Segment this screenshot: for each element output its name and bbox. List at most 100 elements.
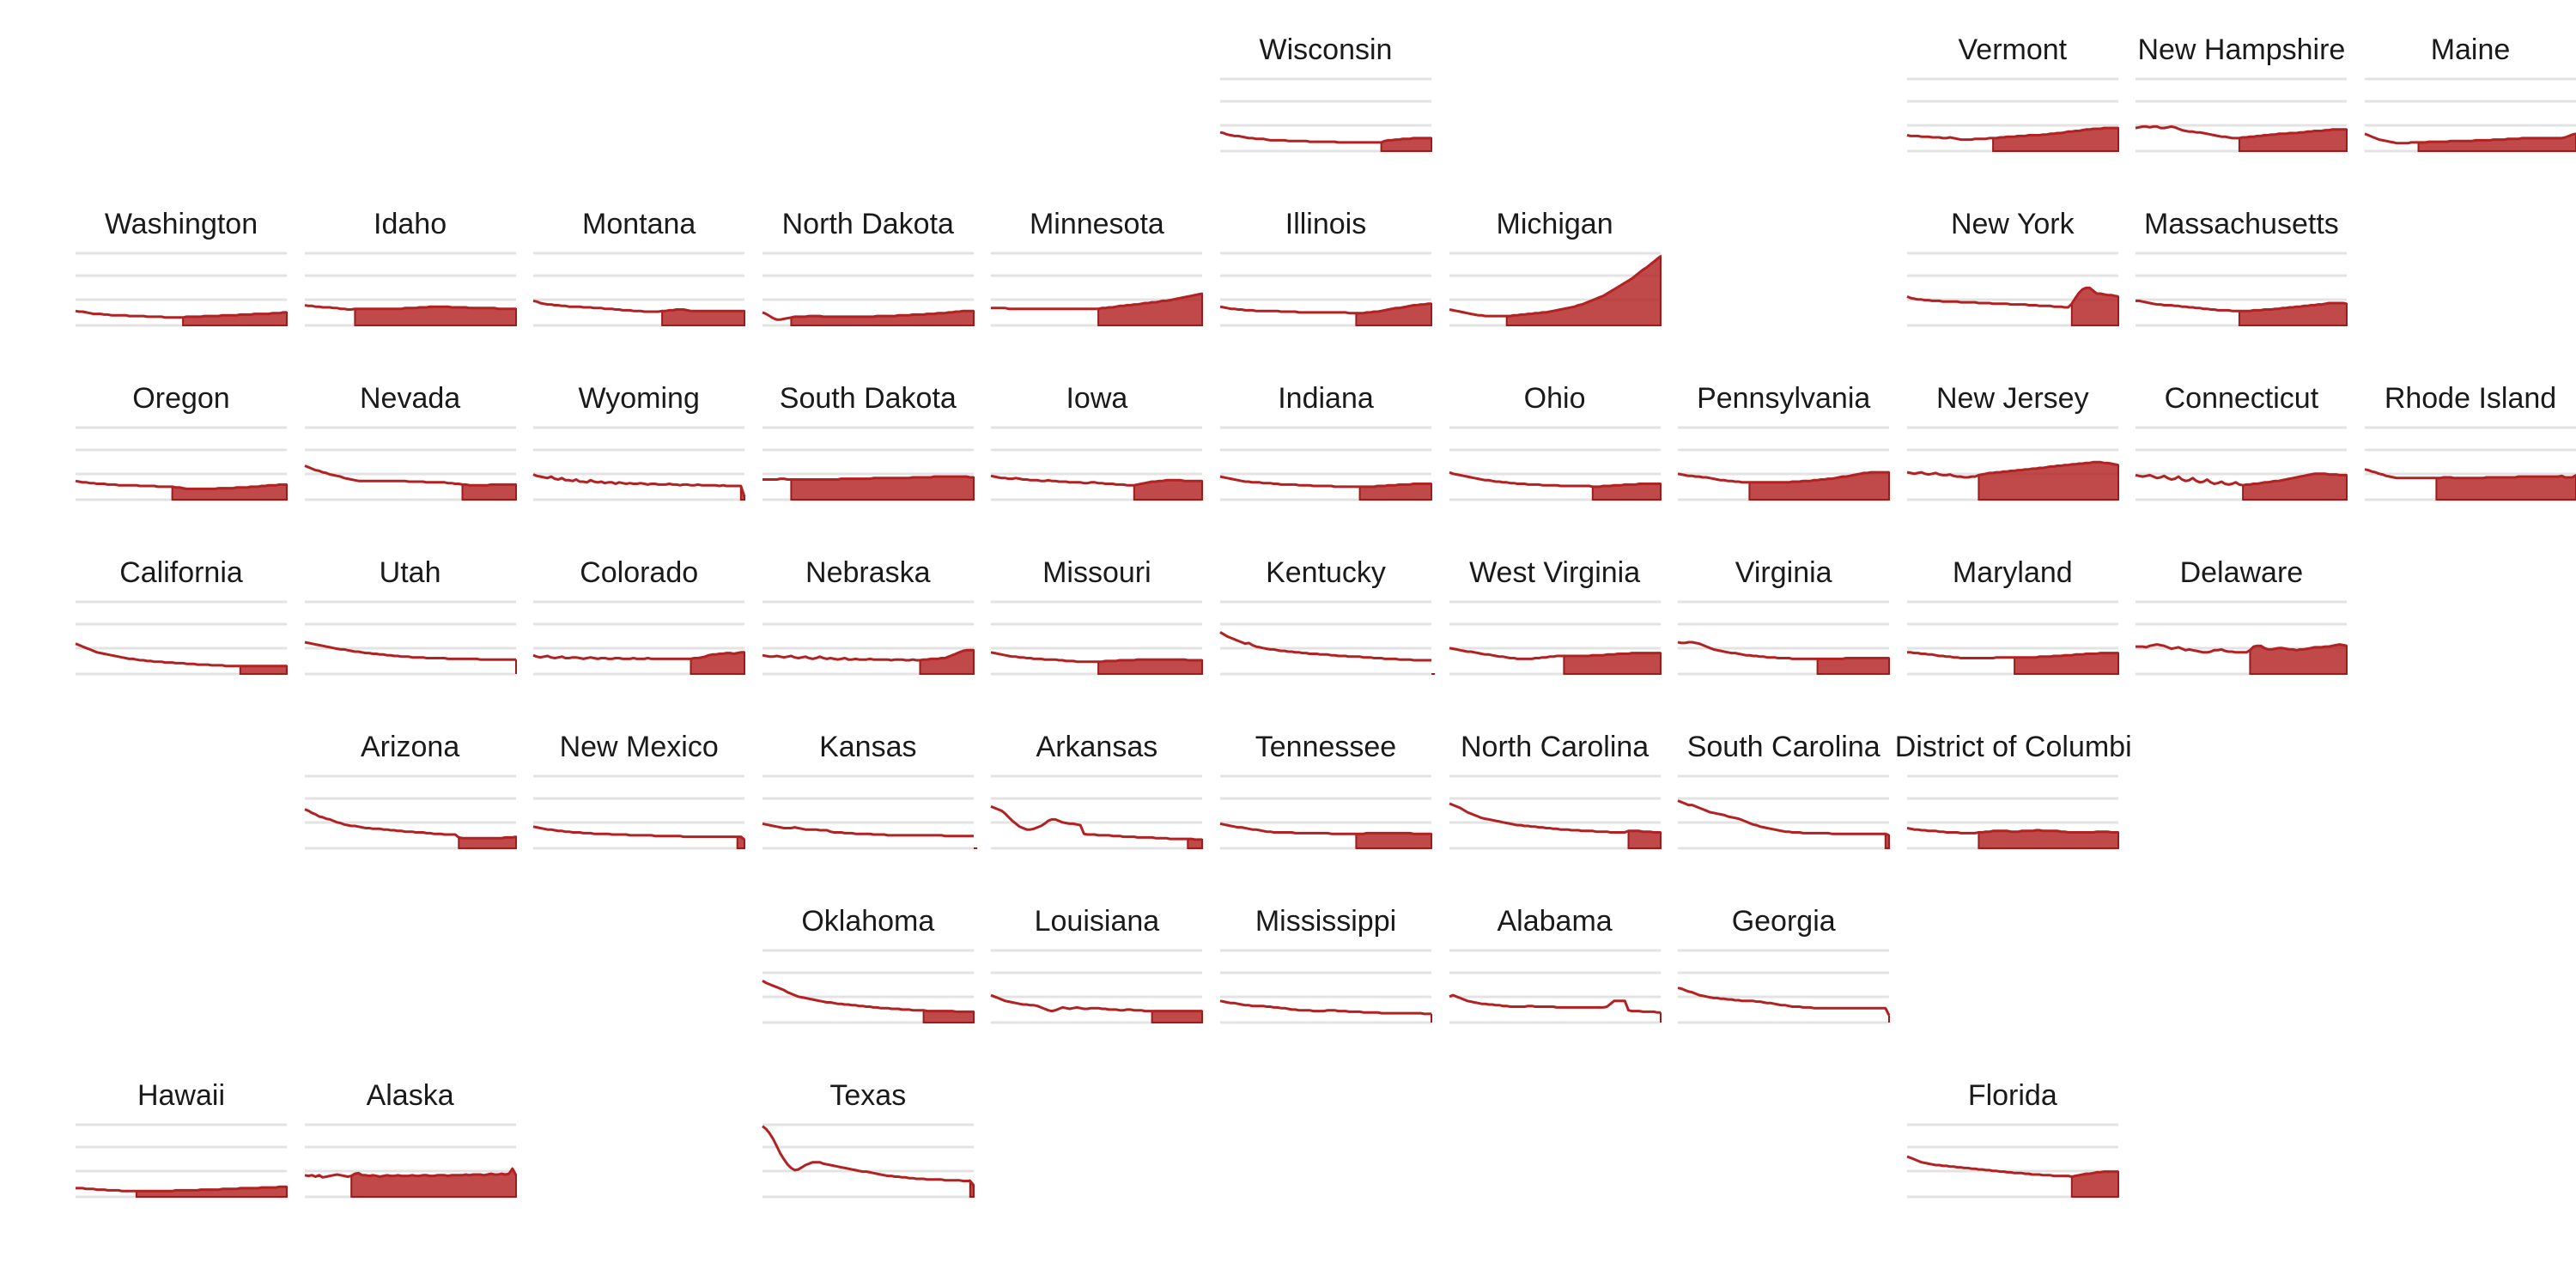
- series-line: [762, 648, 974, 662]
- series-area: [1151, 1010, 1204, 1023]
- sparkline-chart: [1906, 600, 2119, 676]
- sparkline-chart: [304, 600, 517, 676]
- state-title: Tennessee: [1255, 731, 1397, 763]
- state-title: Kansas: [819, 731, 917, 763]
- state-title: Virginia: [1735, 556, 1832, 589]
- series-line: [1219, 822, 1431, 835]
- state-tile-louisiana: Louisiana: [990, 902, 1204, 1024]
- series-line: [1677, 640, 1890, 660]
- state-tile-minnesota: Minnesota: [991, 205, 1204, 327]
- series-line: [75, 309, 287, 319]
- series-area: [690, 651, 746, 675]
- series-line: [1677, 470, 1890, 484]
- sparkline-chart: [1677, 949, 1891, 1024]
- series-line: [532, 299, 745, 313]
- state-tile-new-york: New York: [1906, 205, 2119, 327]
- state-tile-south-dakota: South Dakota: [762, 379, 975, 501]
- series-line: [762, 475, 974, 481]
- series-line: [304, 808, 516, 840]
- sparkline-chart: [532, 252, 746, 327]
- state-title: Idaho: [374, 208, 447, 240]
- sparkline-chart: [1677, 600, 1891, 676]
- sparkline-chart: [2364, 426, 2576, 501]
- state-title: Alabama: [1497, 905, 1613, 938]
- state-title: Maryland: [1952, 556, 2073, 589]
- sparkline-chart: [1677, 426, 1891, 501]
- state-tile-wisconsin: Wisconsin: [1219, 31, 1432, 153]
- sparkline-chart: [1449, 949, 1662, 1024]
- state-tile-montana: Montana: [532, 205, 746, 327]
- sparkline-chart: [1677, 774, 1891, 850]
- state-title: Utah: [379, 556, 441, 589]
- sparkline-chart: [762, 949, 975, 1024]
- state-title: Georgia: [1731, 905, 1836, 938]
- state-title: Maine: [2430, 33, 2511, 66]
- series-line: [304, 640, 516, 661]
- series-area: [461, 483, 517, 501]
- series-line: [1906, 286, 2119, 309]
- series-line: [762, 309, 974, 321]
- state-tile-north-dakota: North Dakota: [762, 205, 975, 327]
- state-title: Wisconsin: [1259, 33, 1393, 66]
- series-line: [1906, 651, 2118, 659]
- sparkline-chart: [762, 426, 975, 501]
- series-line: [1906, 827, 2118, 835]
- sparkline-chart: [1906, 252, 2119, 327]
- state-title: Pennsylvania: [1697, 382, 1871, 415]
- state-title: Washington: [104, 208, 258, 240]
- series-line: [532, 473, 746, 498]
- sparkline-chart: [762, 600, 975, 676]
- sparkline-chart: [1219, 949, 1432, 1024]
- state-title: Massachusetts: [2144, 208, 2339, 240]
- state-title: Nevada: [359, 382, 461, 415]
- sparkline-chart: [532, 774, 746, 850]
- sparkline-chart: [304, 252, 517, 327]
- state-tile-arkansas: Arkansas: [990, 728, 1204, 850]
- state-title: Illinois: [1285, 208, 1367, 240]
- series-area: [1355, 832, 1432, 849]
- state-title: Colorado: [580, 556, 699, 589]
- state-tile-new-hampshire: New Hampshire: [2136, 31, 2348, 153]
- state-tile-hawaii: Hawaii: [76, 1077, 288, 1199]
- state-tile-kansas: Kansas: [762, 728, 977, 850]
- state-tile-rhode-island: Rhode Island: [2364, 379, 2576, 501]
- sparkline-chart: [1219, 77, 1432, 153]
- state-title: Wyoming: [578, 382, 700, 415]
- sparkline-chart: [990, 949, 1204, 1024]
- state-tile-florida: Florida: [1906, 1077, 2119, 1199]
- sparkline-chart: [762, 774, 977, 850]
- sparkline-chart: [1906, 1123, 2119, 1199]
- series-line: [1449, 993, 1661, 1014]
- series-line: [2364, 132, 2576, 145]
- series-line: [1449, 647, 1661, 660]
- series-line: [1449, 802, 1661, 834]
- state-tile-utah: Utah: [304, 554, 517, 676]
- state-tile-oregon: Oregon: [75, 379, 288, 501]
- sparkline-chart: [76, 1123, 288, 1199]
- series-line: [1906, 460, 2119, 479]
- series-line: [2136, 299, 2348, 313]
- series-line: [991, 474, 1203, 487]
- state-tile-missouri: Missouri: [991, 554, 1204, 676]
- sparkline-chart: [1449, 774, 1662, 850]
- series-line: [1906, 1155, 2118, 1178]
- state-tile-washington: Washington: [75, 205, 288, 327]
- series-line: [761, 1125, 975, 1187]
- state-tile-texas: Texas: [761, 1077, 975, 1199]
- state-title: West Virginia: [1469, 556, 1641, 589]
- sparkline-chart: [2136, 426, 2348, 501]
- series-line: [2136, 124, 2348, 140]
- series-line: [76, 1185, 287, 1193]
- sparkline-chart: [1449, 252, 1662, 327]
- sparkline-chart: [1219, 600, 1436, 676]
- state-tile-north-carolina: North Carolina: [1449, 728, 1662, 850]
- state-title: Mississippi: [1255, 905, 1397, 938]
- series-line: [991, 292, 1203, 311]
- series-line: [1219, 475, 1431, 489]
- state-tile-iowa: Iowa: [991, 379, 1204, 501]
- series-line: [991, 651, 1203, 664]
- sparkline-chart: [2136, 252, 2348, 327]
- sparkline-chart: [1219, 252, 1432, 327]
- state-title: Indiana: [1278, 382, 1374, 415]
- state-tile-wyoming: Wyoming: [532, 379, 746, 501]
